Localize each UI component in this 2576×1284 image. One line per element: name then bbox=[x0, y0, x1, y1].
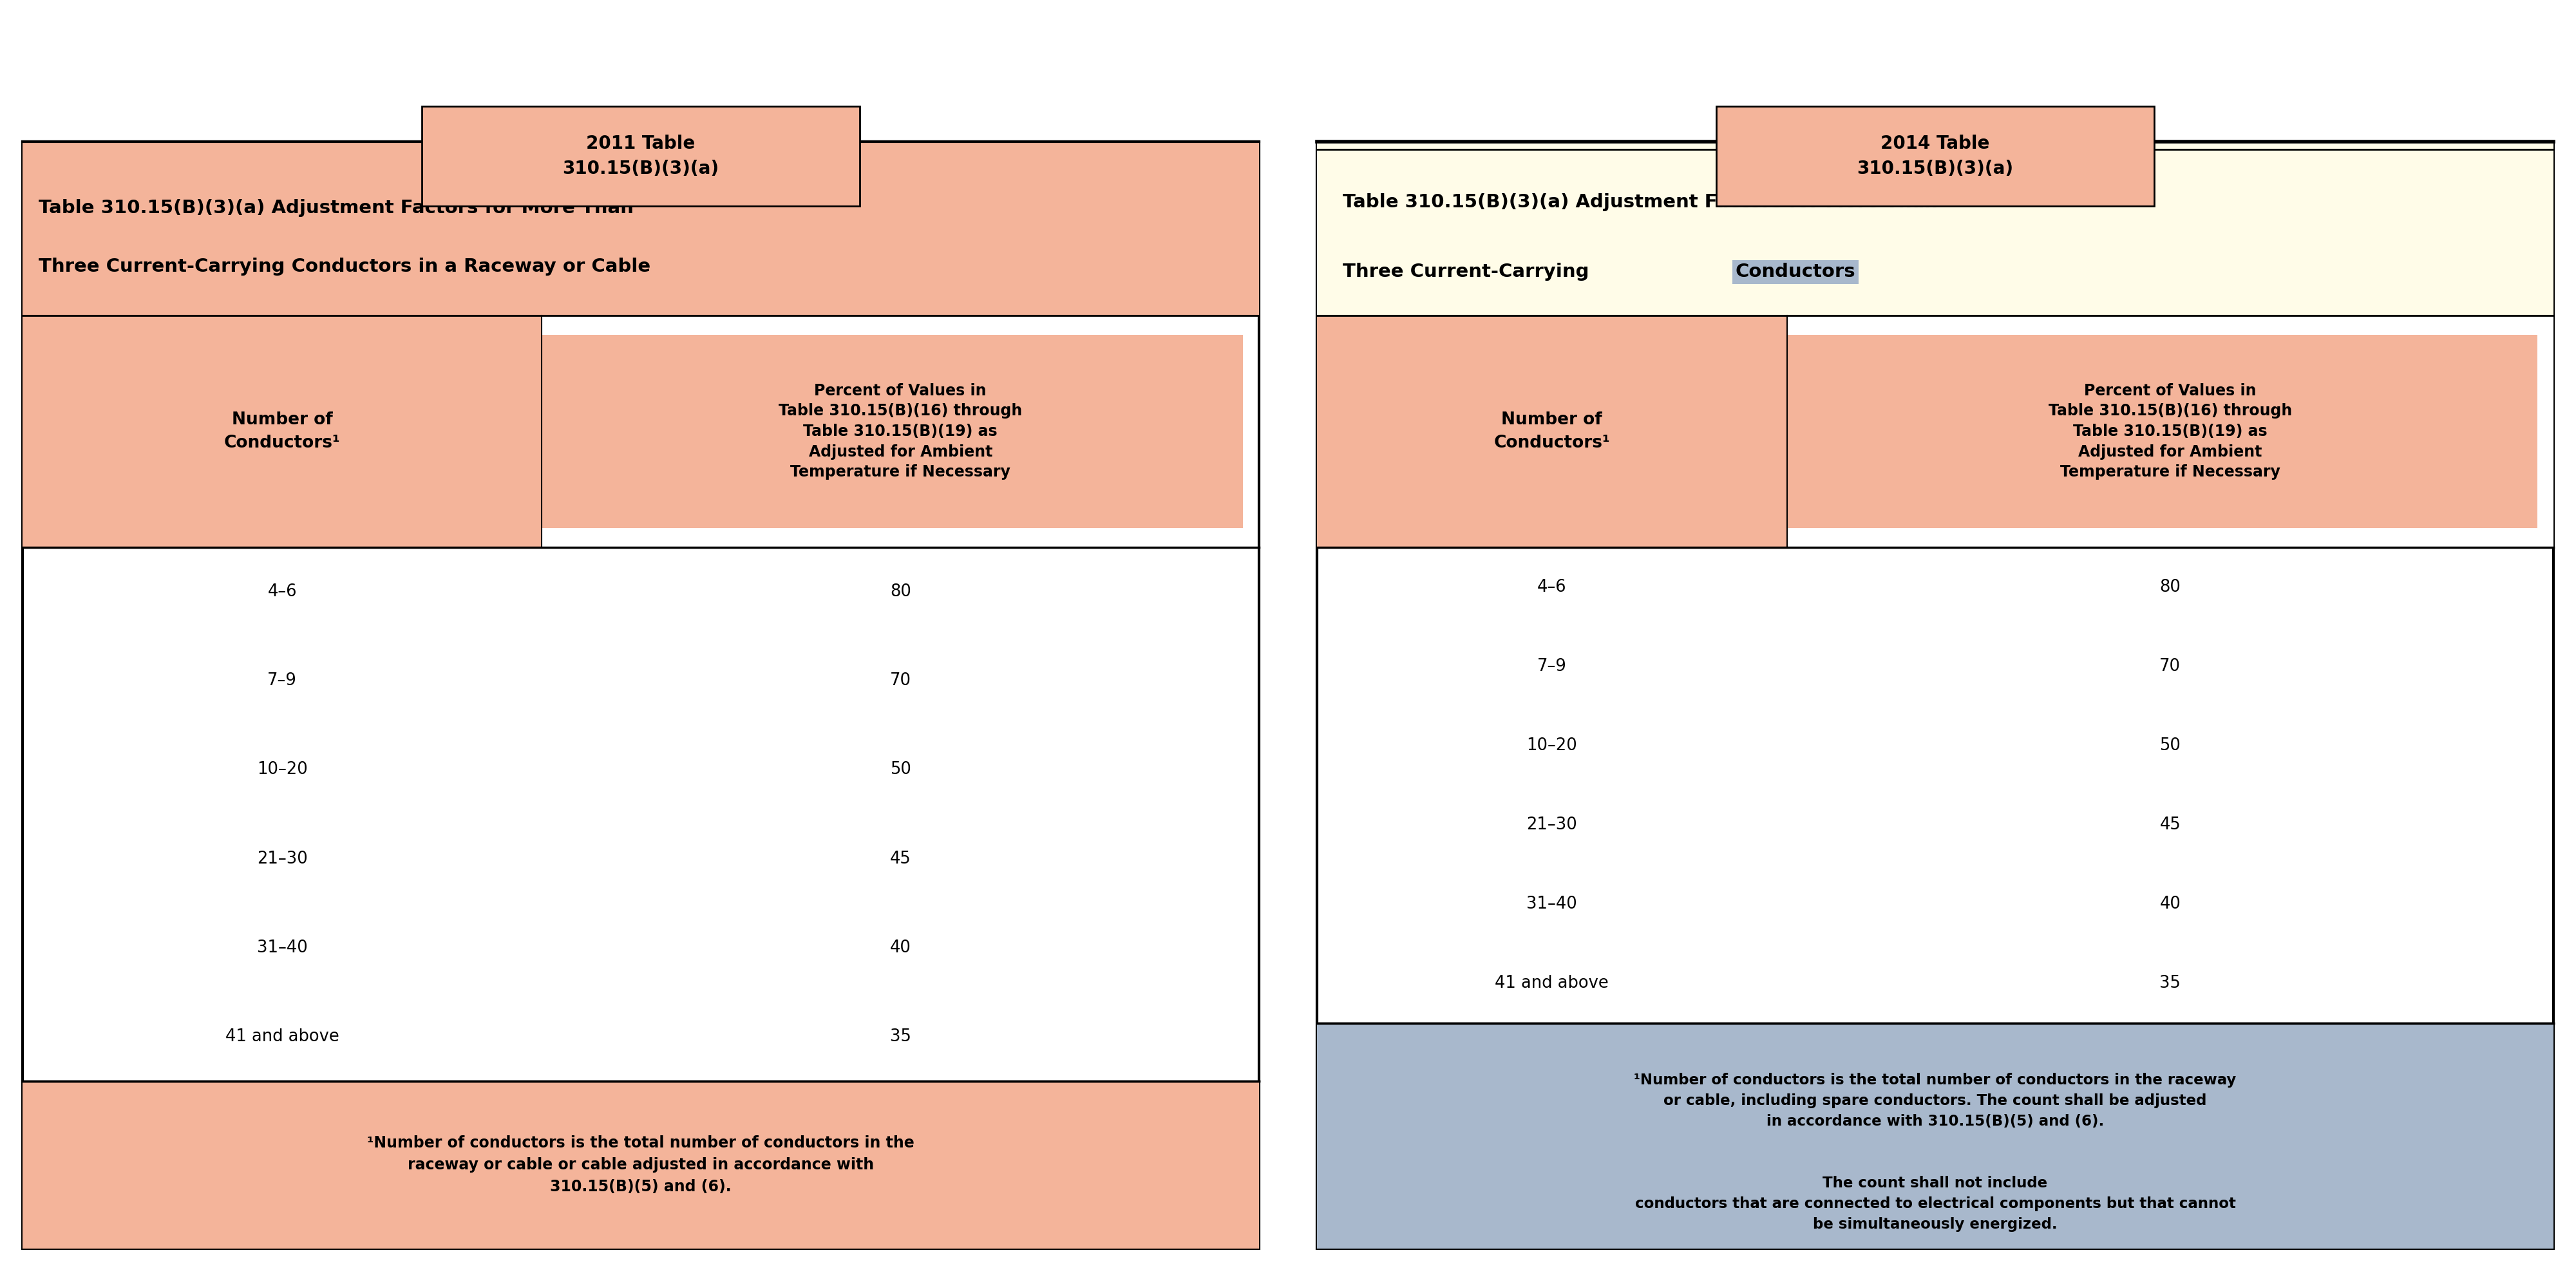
Text: 40: 40 bbox=[2159, 896, 2182, 913]
Text: 10–20: 10–20 bbox=[258, 761, 307, 778]
Text: 50: 50 bbox=[2159, 737, 2182, 754]
Text: 45: 45 bbox=[889, 850, 912, 867]
Bar bbox=[1316, 1023, 2553, 1248]
Text: Number of
Conductors¹: Number of Conductors¹ bbox=[224, 411, 340, 452]
Text: 10–20: 10–20 bbox=[1528, 737, 1577, 754]
Bar bbox=[23, 141, 1260, 1248]
Text: 31–40: 31–40 bbox=[1528, 896, 1577, 913]
Text: ¹Number of conductors is the total number of conductors in the
raceway or cable : ¹Number of conductors is the total numbe… bbox=[368, 1135, 914, 1195]
Text: 41 and above: 41 and above bbox=[224, 1028, 340, 1045]
Text: 40: 40 bbox=[889, 940, 912, 957]
Text: 2011 Table
310.15(B)(3)(a): 2011 Table 310.15(B)(3)(a) bbox=[562, 135, 719, 177]
Text: 35: 35 bbox=[2159, 975, 2182, 993]
Bar bbox=[1788, 335, 2537, 528]
Text: 80: 80 bbox=[889, 583, 912, 600]
Bar bbox=[1716, 107, 2154, 205]
Bar bbox=[1316, 141, 2553, 316]
Text: 21–30: 21–30 bbox=[258, 850, 307, 867]
Bar bbox=[1316, 141, 2553, 1248]
Bar bbox=[23, 316, 541, 547]
Bar bbox=[23, 141, 1260, 316]
Text: 4–6: 4–6 bbox=[1538, 579, 1566, 596]
Text: 21–30: 21–30 bbox=[1528, 817, 1577, 833]
Bar bbox=[541, 335, 1242, 528]
Text: 45: 45 bbox=[2159, 817, 2182, 833]
Bar bbox=[422, 107, 860, 205]
Text: Percent of Values in
Table 310.15(B)(16) through
Table 310.15(B)(19) as
Adjusted: Percent of Values in Table 310.15(B)(16)… bbox=[778, 383, 1023, 480]
Text: 4–6: 4–6 bbox=[268, 583, 296, 600]
Text: Three Current-Carrying: Three Current-Carrying bbox=[1342, 263, 1595, 281]
Bar bbox=[1316, 316, 1788, 547]
Text: Conductors: Conductors bbox=[1736, 263, 1855, 281]
Text: 35: 35 bbox=[889, 1028, 912, 1045]
Text: 7–9: 7–9 bbox=[268, 673, 296, 690]
Text: 7–9: 7–9 bbox=[1538, 657, 1566, 674]
Text: 80: 80 bbox=[2159, 579, 2182, 596]
Text: Table 310.15(B)(3)(a) Adjustment Factors for More Than: Table 310.15(B)(3)(a) Adjustment Factors… bbox=[1342, 194, 1937, 212]
Text: 2014 Table
310.15(B)(3)(a): 2014 Table 310.15(B)(3)(a) bbox=[1857, 135, 2014, 177]
Text: 31–40: 31–40 bbox=[258, 940, 307, 957]
Text: ¹Number of conductors is the total number of conductors in the raceway
or cable,: ¹Number of conductors is the total numbe… bbox=[1633, 1072, 2236, 1129]
Text: Table 310.15(B)(3)(a) Adjustment Factors for More Than: Table 310.15(B)(3)(a) Adjustment Factors… bbox=[39, 199, 634, 217]
Text: 70: 70 bbox=[2159, 657, 2182, 674]
Text: 50: 50 bbox=[889, 761, 912, 778]
Text: Percent of Values in
Table 310.15(B)(16) through
Table 310.15(B)(19) as
Adjusted: Percent of Values in Table 310.15(B)(16)… bbox=[2048, 383, 2293, 480]
Bar bbox=[1316, 316, 2553, 547]
Text: 70: 70 bbox=[889, 673, 912, 690]
Text: The count shall not include
conductors that are connected to electrical componen: The count shall not include conductors t… bbox=[1636, 1175, 2236, 1231]
Bar bbox=[23, 1081, 1260, 1248]
Text: 41 and above: 41 and above bbox=[1494, 975, 1610, 993]
Text: Three Current-Carrying Conductors in a Raceway or Cable: Three Current-Carrying Conductors in a R… bbox=[39, 258, 652, 276]
Text: Number of
Conductors¹: Number of Conductors¹ bbox=[1494, 411, 1610, 452]
